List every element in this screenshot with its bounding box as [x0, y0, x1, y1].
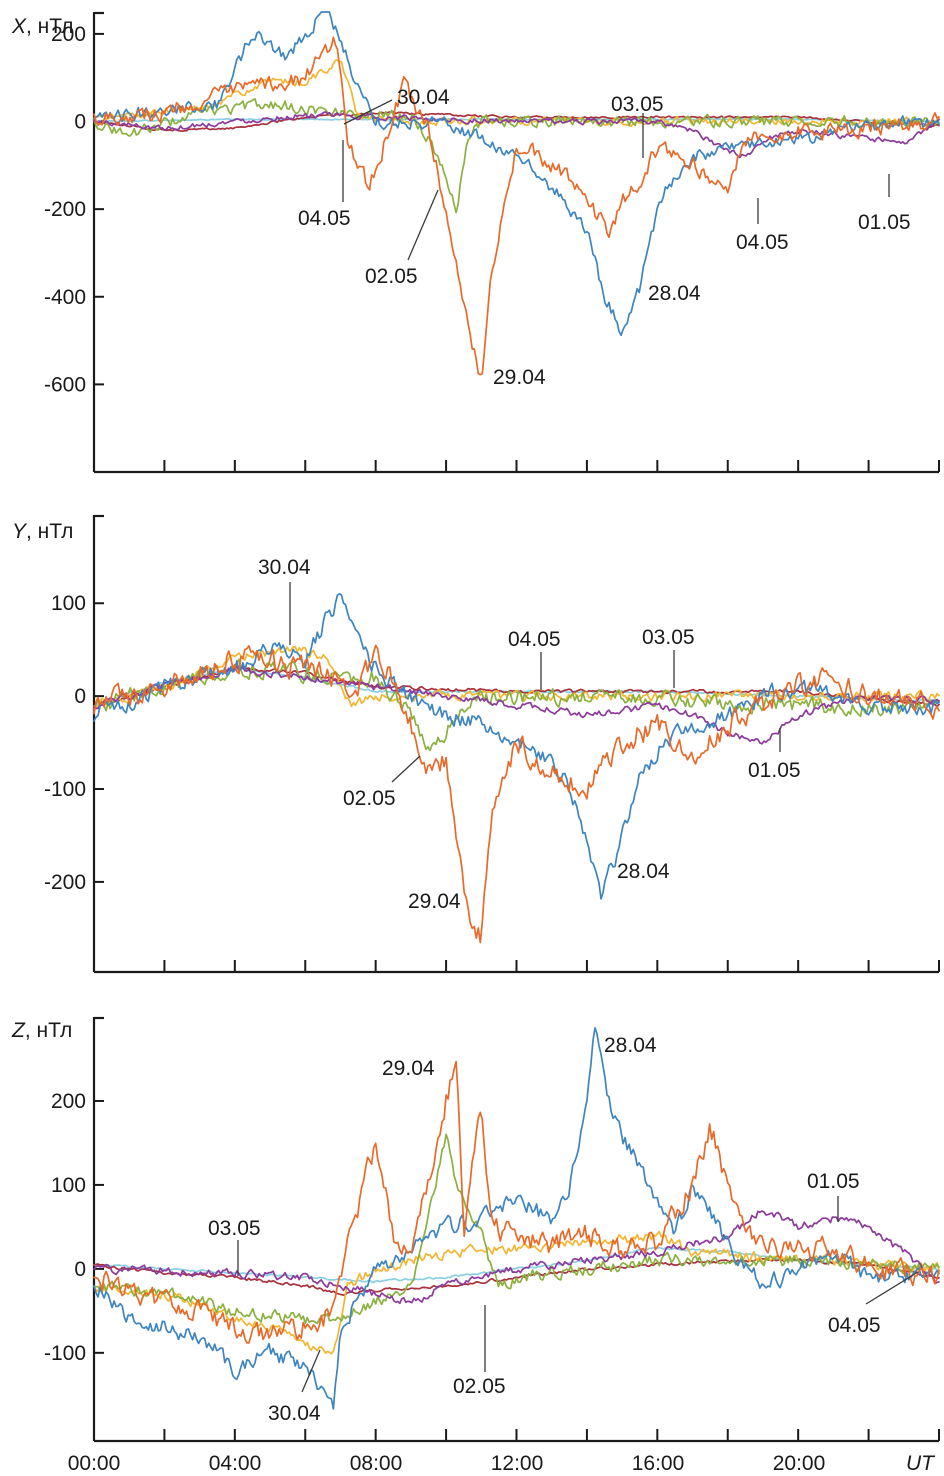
series-line-01-05 — [94, 666, 939, 744]
leader-line — [408, 190, 438, 260]
panel-y-annotations: 30.04 04.05 03.05 02.05 01.05 28.04 29.0… — [258, 556, 801, 913]
panel-z: Z, нТл 200 100 0 -100 29.04 28.04 03.05 01.… — [11, 1017, 939, 1475]
panel-z-ylabel-unit: , нТл — [25, 1019, 72, 1042]
x-tick-label: 16:00 — [632, 1452, 685, 1475]
y-tick-label: -100 — [44, 778, 86, 801]
x-tick-labels: 00:00 04:00 08:00 12:00 16:00 20:00 UT — [68, 1452, 936, 1475]
panel-z-ylabel-var: Z — [11, 1019, 26, 1042]
annotation-label: 04.05 — [508, 628, 561, 651]
x-tick-label: 00:00 — [68, 1452, 121, 1475]
annotation-label: 29.04 — [382, 1057, 435, 1080]
annotation-label: 28.04 — [617, 860, 670, 883]
y-tick-label: 100 — [51, 592, 86, 615]
y-tick-label: 0 — [74, 685, 86, 708]
y-tick-label: 100 — [51, 1174, 86, 1197]
panel-y-ylabel: Y, нТл — [12, 520, 73, 543]
y-tick-label: -200 — [44, 871, 86, 894]
annotation-label: 03.05 — [642, 626, 695, 649]
y-tick-label: -600 — [44, 373, 86, 396]
panel-y-x-ticks — [94, 960, 939, 972]
annotation-label: 28.04 — [648, 282, 701, 305]
annotation-label: 03.05 — [611, 93, 664, 116]
y-tick-label: 200 — [51, 23, 86, 46]
annotation-label: 04.05 — [736, 231, 789, 254]
annotation-label: 29.04 — [408, 890, 461, 913]
panel-x-series — [94, 12, 939, 375]
annotation-label: 29.04 — [493, 366, 546, 389]
series-line-29-04 — [94, 1062, 939, 1343]
leader-line — [866, 1272, 918, 1304]
y-tick-label: 200 — [51, 1090, 86, 1113]
y-tick-label: 0 — [74, 111, 86, 134]
annotation-label: 04.05 — [828, 1314, 881, 1337]
panel-y: Y, нТл 100 0 -100 -200 30.04 04.05 03.05 02… — [12, 515, 939, 972]
x-tick-label: 12:00 — [491, 1452, 544, 1475]
annotation-label: 03.05 — [208, 1217, 261, 1240]
series-line-04-05 — [94, 1259, 939, 1295]
x-unit-label: UT — [906, 1452, 936, 1475]
series-line-29-04 — [94, 37, 939, 374]
leader-line — [392, 756, 420, 782]
y-tick-label: -200 — [44, 198, 86, 221]
annotation-label: 02.05 — [365, 265, 418, 288]
panel-x-x-ticks — [94, 460, 939, 472]
series-line-28-04 — [94, 12, 939, 335]
y-tick-label: -400 — [44, 286, 86, 309]
annotation-label: 01.05 — [858, 211, 911, 234]
annotation-label: 02.05 — [453, 1375, 506, 1398]
annotation-label: 04.05 — [298, 207, 351, 230]
annotation-label: 30.04 — [397, 86, 450, 109]
annotation-label: 30.04 — [258, 556, 311, 579]
annotation-label: 30.04 — [268, 1402, 321, 1425]
annotation-label: 28.04 — [604, 1034, 657, 1057]
series-line-30-04 — [94, 1232, 939, 1354]
panel-z-x-ticks — [94, 1429, 939, 1441]
panel-z-annotations: 29.04 28.04 03.05 01.05 30.04 02.05 04.0… — [208, 1034, 918, 1425]
panel-x-ylabel-var: X — [11, 15, 27, 38]
x-tick-label: 08:00 — [350, 1452, 403, 1475]
annotation-label: 02.05 — [343, 787, 396, 810]
panel-y-ylabel-unit: , нТл — [26, 520, 73, 543]
y-tick-label: 0 — [74, 1258, 86, 1281]
series-line-30-04 — [94, 60, 939, 126]
y-tick-label: -100 — [44, 1342, 86, 1365]
annotation-label: 01.05 — [748, 759, 801, 782]
x-tick-label: 20:00 — [773, 1452, 826, 1475]
x-tick-label: 04:00 — [209, 1452, 262, 1475]
panel-z-ylabel: Z, нТл — [11, 1019, 72, 1042]
annotation-label: 01.05 — [807, 1170, 860, 1193]
